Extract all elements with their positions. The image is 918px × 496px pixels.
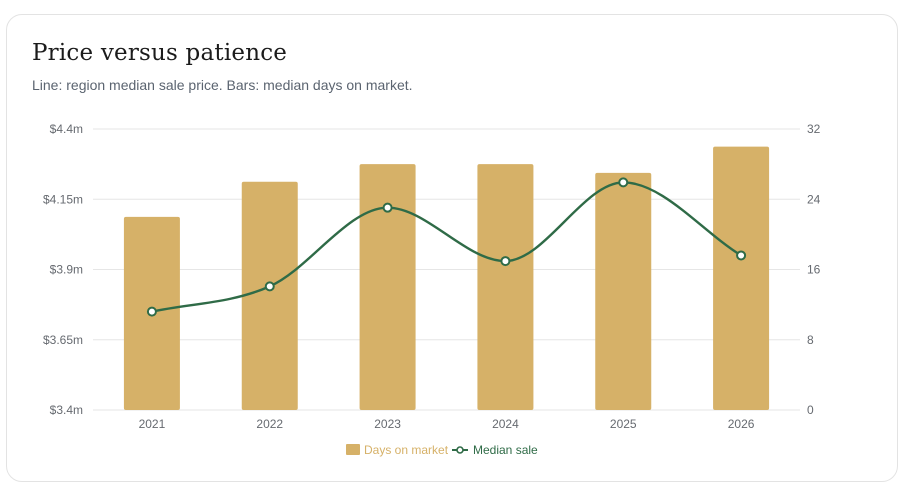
y-right-tick-label: 0 <box>807 403 814 417</box>
line-point-2025[interactable] <box>618 177 629 188</box>
bar-2023[interactable] <box>359 164 416 410</box>
right-axis-ticks: 0 8 16 24 32 <box>807 122 821 417</box>
y-right-tick-label: 24 <box>807 192 821 206</box>
y-left-tick-label: $4.15m <box>43 192 83 206</box>
line-point-2021[interactable] <box>146 306 157 317</box>
bars-layer <box>123 146 770 410</box>
legend-label-line: Median sale <box>473 443 538 457</box>
legend: Days on market Median sale <box>346 443 538 457</box>
y-right-tick-label: 8 <box>807 333 814 347</box>
y-right-tick-label: 32 <box>807 122 821 136</box>
line-point-2026[interactable] <box>736 250 747 261</box>
legend-swatch-bars <box>346 444 360 455</box>
x-tick-label: 2024 <box>492 417 519 431</box>
chart-title: Price versus patience <box>32 40 288 66</box>
x-axis-ticks: 2021 2022 2023 2024 2025 2026 <box>139 417 755 431</box>
bar-2026[interactable] <box>713 146 770 410</box>
y-left-tick-label: $3.65m <box>43 333 83 347</box>
x-tick-label: 2025 <box>610 417 637 431</box>
line-point-2022[interactable] <box>264 281 275 292</box>
chart-subtitle: Line: region median sale price. Bars: me… <box>32 77 413 93</box>
line-point-2023[interactable] <box>382 202 393 213</box>
bar-2025[interactable] <box>595 172 652 410</box>
legend-swatch-point <box>456 446 464 454</box>
y-left-tick-label: $3.9m <box>50 263 83 277</box>
x-tick-label: 2026 <box>728 417 755 431</box>
x-tick-label: 2022 <box>256 417 283 431</box>
bar-2024[interactable] <box>477 164 534 410</box>
y-right-tick-label: 16 <box>807 263 821 277</box>
y-left-tick-label: $4.4m <box>50 122 83 136</box>
gridlines <box>93 128 800 411</box>
legend-label-bars: Days on market <box>364 443 449 457</box>
bar-2022[interactable] <box>241 181 298 410</box>
line-points <box>146 177 747 317</box>
median-sale-line <box>151 181 742 313</box>
x-tick-label: 2021 <box>139 417 166 431</box>
line-point-2024[interactable] <box>500 256 511 267</box>
left-axis-ticks: $3.4m $3.65m $3.9m $4.15m $4.4m <box>43 122 83 417</box>
x-tick-label: 2023 <box>374 417 401 431</box>
y-left-tick-label: $3.4m <box>50 403 83 417</box>
